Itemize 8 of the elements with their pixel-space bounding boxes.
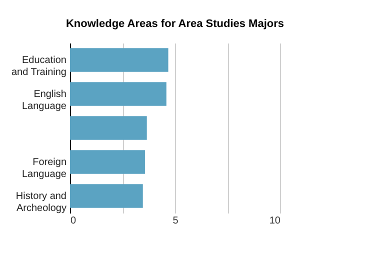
x-tick-label: 10: [269, 216, 281, 226]
chart-title: Knowledge Areas for Area Studies Majors: [66, 18, 284, 30]
x-tick-label: 0: [70, 216, 76, 226]
y-tick-label: Foreign Language: [22, 157, 67, 180]
y-tick-label: Education and Training: [11, 55, 66, 78]
y-tick-label: History and Archeology: [16, 191, 66, 214]
x-tick-label: 5: [172, 216, 179, 226]
y-tick-label: English Language: [22, 89, 67, 112]
